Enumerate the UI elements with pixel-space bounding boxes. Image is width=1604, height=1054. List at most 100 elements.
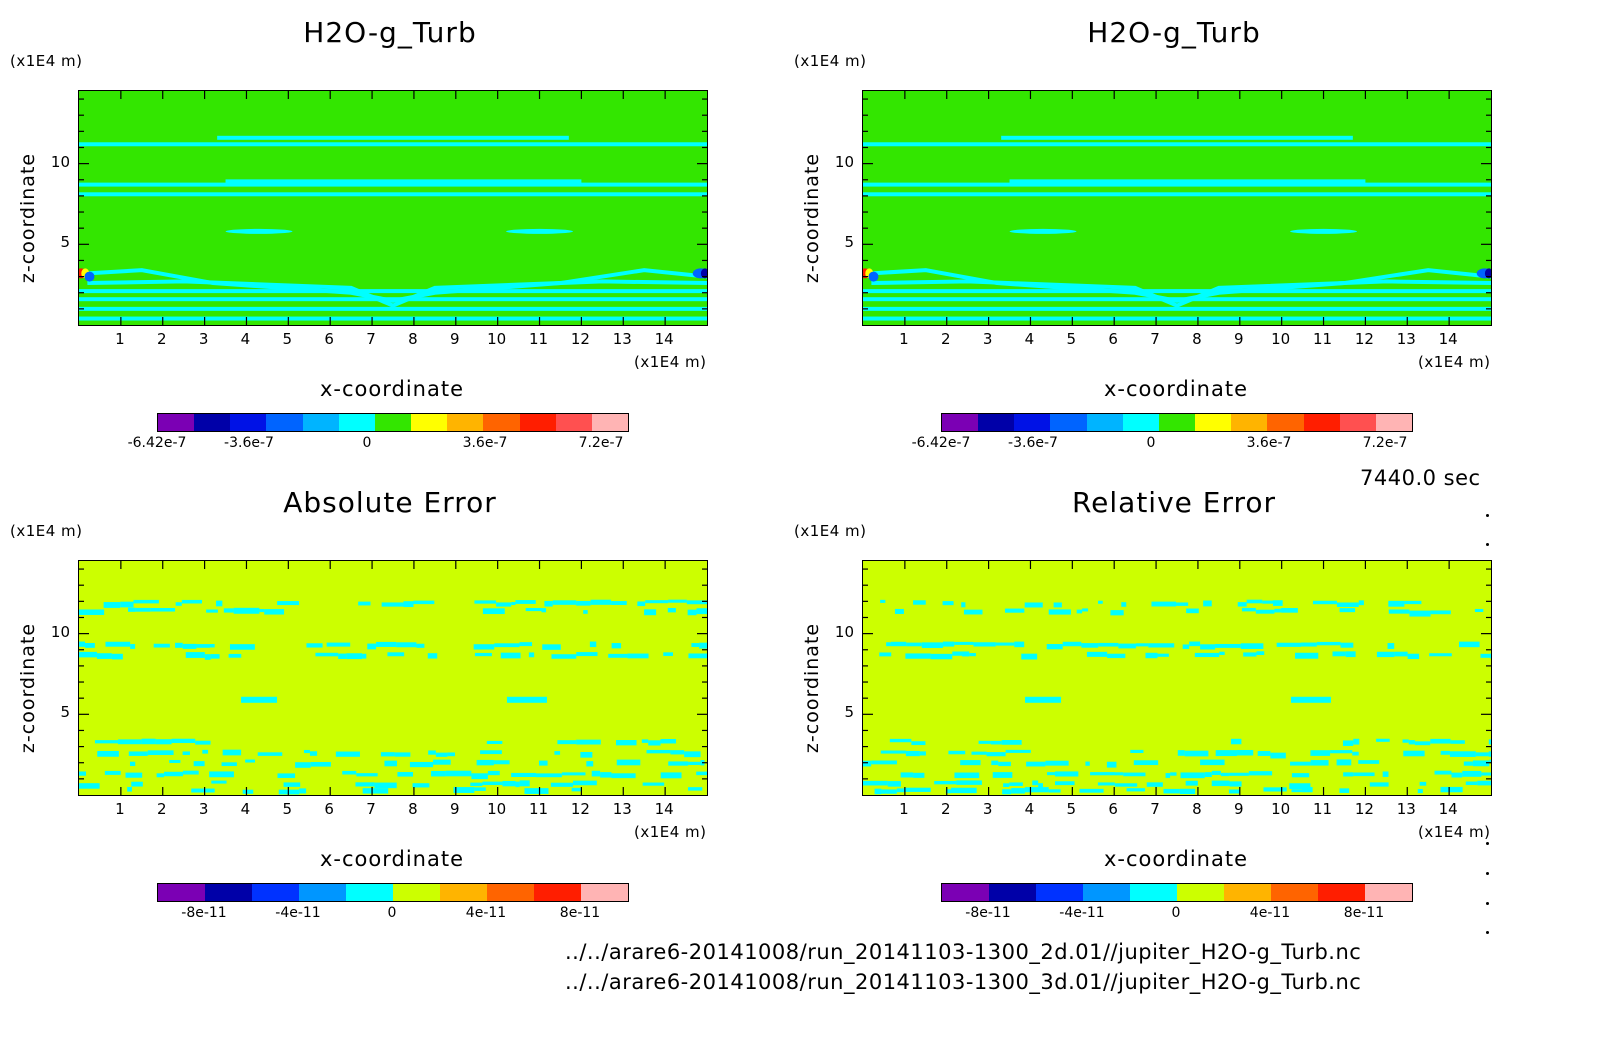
error-patch [951,787,977,794]
x-tick-label: 7 [366,330,376,348]
error-patch [1458,641,1480,648]
band-wave-2 [871,279,1491,308]
error-patch [156,773,165,778]
error-patch [223,608,234,613]
error-patch [1404,600,1422,605]
error-patch [1177,750,1185,756]
error-patch [1098,642,1119,647]
colorbar-label: -8e-11 [965,905,1011,921]
error-patch [94,740,118,744]
error-patch [921,642,944,649]
x-tick-label: 3 [198,330,209,348]
error-patch [1388,609,1410,614]
error-patch [427,653,438,659]
error-patch [986,752,1006,757]
colorbar-swatch [1195,414,1232,431]
error-patch [453,787,475,793]
colorbar-swatch [411,414,448,431]
error-patch [129,761,136,767]
x-tick-label: 1 [899,330,909,348]
error-patch [257,752,283,756]
error-patch [474,787,486,791]
colorbar-label: -8e-11 [181,905,227,921]
error-patch [1434,770,1452,775]
error-patch [1045,760,1069,766]
error-patch [487,770,500,776]
colorbar-swatch [1158,414,1196,431]
colorbar-swatch [266,414,303,431]
error-patch [181,599,203,604]
error-patch [1053,602,1062,608]
colorbar-label: -6.42e-7 [911,435,971,451]
error-patch [79,651,97,658]
time-label: 7440.0 sec [1360,466,1481,490]
colorbar-label: 0 [1171,905,1181,921]
error-patch [1148,643,1175,648]
error-patch [211,780,227,784]
x-tick-label: 11 [1312,330,1333,348]
error-patch [1274,608,1282,613]
error-patch [79,641,85,647]
y-tick-label: 10 [834,622,854,641]
error-patch [1336,602,1359,607]
error-patch [221,762,237,767]
error-patch [202,749,209,754]
error-patch [1079,788,1104,793]
colorbar-swatch [1267,414,1304,431]
error-patch [660,738,677,744]
colorbar-swatch [989,884,1036,901]
error-patch [1186,608,1199,614]
error-patch [1135,643,1149,647]
x-tick-label: 10 [1271,330,1291,348]
error-patch [79,771,86,776]
error-patch [447,752,455,757]
error-patch [1388,600,1405,607]
error-patch [1086,651,1108,657]
error-patch [362,788,389,794]
error-patch [367,643,377,650]
error-patch [1123,772,1146,777]
colorbar-label: 0 [1146,435,1156,451]
error-patch [474,600,497,604]
error-patch [1430,738,1451,744]
error-patch [1340,642,1354,648]
error-patch [699,642,707,649]
error-patch [338,653,347,659]
band-wave-1 [87,268,707,303]
error-patch [135,607,151,612]
error-patch [668,599,687,603]
error-patch [1054,781,1075,786]
colorbar-swatch [1130,884,1177,901]
x-tick-label: 13 [1396,330,1416,348]
error-patch [147,750,174,756]
plot-area [862,90,1492,326]
error-patch [1480,653,1491,658]
error-patch [1180,772,1205,779]
error-patch [686,600,707,605]
error-patch [863,780,888,786]
error-patch [342,770,357,775]
error-patch [978,740,991,744]
error-patch [1382,771,1389,777]
error-patch [502,780,516,787]
plot-area [862,560,1492,796]
error-patch [141,738,156,745]
error-patch [233,607,260,614]
error-patch [1114,783,1138,787]
error-patch [206,609,218,613]
band-upper [863,142,1491,147]
error-patch [688,787,703,791]
error-patch [277,601,300,606]
error-patch [1170,772,1177,776]
error-patch [961,602,966,608]
error-patch [1403,750,1425,757]
band-mid-a [863,182,1491,187]
error-patch [1342,740,1354,746]
error-patch [1145,652,1158,659]
error-patch [992,772,1013,778]
x-tick-label: 13 [612,330,632,348]
error-patch [182,751,190,755]
error-patch [660,772,682,779]
error-patch [896,788,906,793]
error-patch [486,740,503,744]
